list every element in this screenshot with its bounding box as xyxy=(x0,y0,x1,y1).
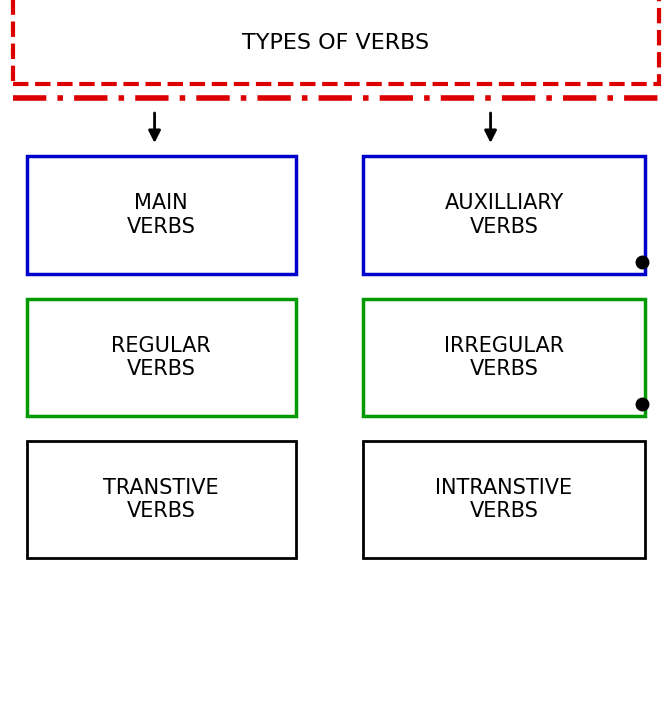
FancyBboxPatch shape xyxy=(363,441,645,558)
Text: IRREGULAR
VERBS: IRREGULAR VERBS xyxy=(444,336,564,379)
FancyBboxPatch shape xyxy=(27,299,296,416)
FancyBboxPatch shape xyxy=(27,441,296,558)
Text: AUXILLIARY
VERBS: AUXILLIARY VERBS xyxy=(444,193,564,237)
Text: MAIN
VERBS: MAIN VERBS xyxy=(127,193,196,237)
Text: REGULAR
VERBS: REGULAR VERBS xyxy=(112,336,211,379)
Text: TYPES OF VERBS: TYPES OF VERBS xyxy=(243,33,429,53)
FancyBboxPatch shape xyxy=(363,156,645,274)
FancyBboxPatch shape xyxy=(27,156,296,274)
FancyBboxPatch shape xyxy=(363,299,645,416)
FancyBboxPatch shape xyxy=(13,0,659,84)
Text: INTRANSTIVE
VERBS: INTRANSTIVE VERBS xyxy=(435,478,573,521)
Text: TRANSTIVE
VERBS: TRANSTIVE VERBS xyxy=(103,478,219,521)
